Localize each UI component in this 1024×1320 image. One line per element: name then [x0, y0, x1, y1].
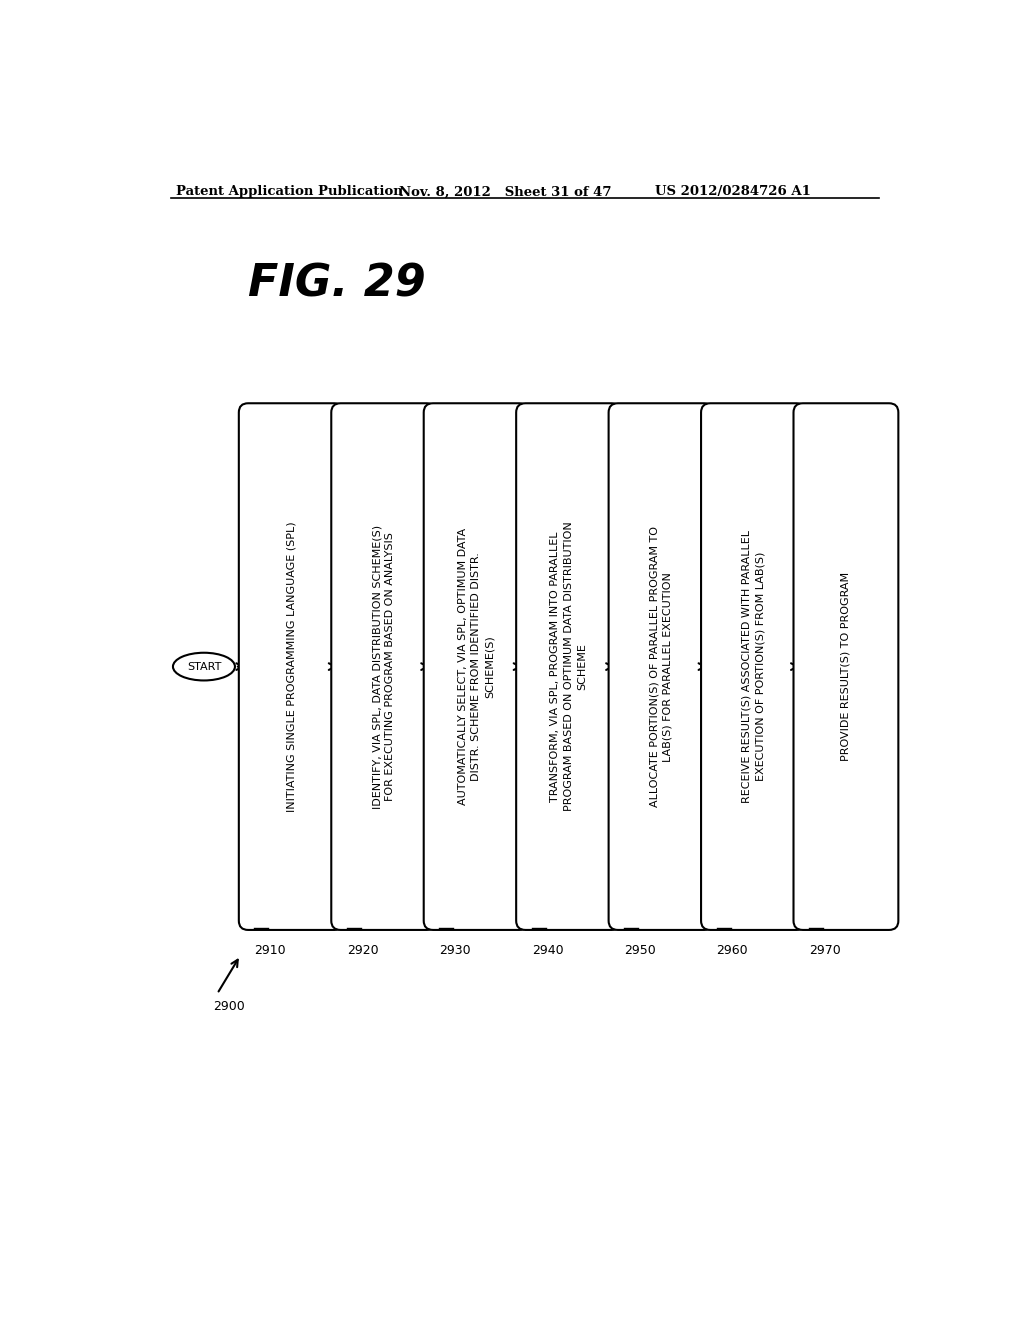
Text: TRANSFORM, VIA SPL, PROGRAM INTO PARALLEL
PROGRAM BASED ON OPTIMUM DATA DISTRIBU: TRANSFORM, VIA SPL, PROGRAM INTO PARALLE… [550, 521, 587, 812]
Text: US 2012/0284726 A1: US 2012/0284726 A1 [655, 185, 811, 198]
Text: FIG. 29: FIG. 29 [248, 263, 426, 305]
Text: IDENTIFY, VIA SPL, DATA DISTRIBUTION SCHEME(S)
FOR EXECUTING PROGRAM BASED ON AN: IDENTIFY, VIA SPL, DATA DISTRIBUTION SCH… [372, 524, 395, 809]
Text: Patent Application Publication: Patent Application Publication [176, 185, 402, 198]
Text: 2930: 2930 [439, 944, 471, 957]
Text: Nov. 8, 2012   Sheet 31 of 47: Nov. 8, 2012 Sheet 31 of 47 [399, 185, 611, 198]
FancyBboxPatch shape [424, 404, 528, 929]
Text: RECEIVE RESULT(S) ASSOCIATED WITH PARALLEL
EXECUTION OF PORTION(S) FROM LAB(S): RECEIVE RESULT(S) ASSOCIATED WITH PARALL… [741, 531, 765, 803]
Text: 2940: 2940 [531, 944, 563, 957]
FancyBboxPatch shape [794, 404, 898, 929]
FancyBboxPatch shape [608, 404, 714, 929]
Text: 2910: 2910 [254, 944, 286, 957]
FancyBboxPatch shape [701, 404, 806, 929]
FancyBboxPatch shape [516, 404, 621, 929]
Text: ALLOCATE PORTION(S) OF PARALLEL PROGRAM TO
LAB(S) FOR PARALLEL EXECUTION: ALLOCATE PORTION(S) OF PARALLEL PROGRAM … [649, 527, 673, 807]
Text: INITIATING SINGLE PROGRAMMING LANGUAGE (SPL): INITIATING SINGLE PROGRAMMING LANGUAGE (… [287, 521, 296, 812]
Text: 2960: 2960 [717, 944, 749, 957]
Text: AUTOMATICALLY SELECT, VIA SPL, OPTIMUM DATA
DISTR. SCHEME FROM IDENTIFIED DISTR.: AUTOMATICALLY SELECT, VIA SPL, OPTIMUM D… [458, 528, 495, 805]
FancyBboxPatch shape [332, 404, 436, 929]
Text: 2950: 2950 [624, 944, 655, 957]
Text: START: START [186, 661, 221, 672]
FancyBboxPatch shape [239, 404, 344, 929]
Text: 2970: 2970 [809, 944, 841, 957]
Text: PROVIDE RESULT(S) TO PROGRAM: PROVIDE RESULT(S) TO PROGRAM [841, 572, 851, 762]
Text: 2920: 2920 [347, 944, 379, 957]
Text: 2900: 2900 [213, 1001, 245, 1012]
